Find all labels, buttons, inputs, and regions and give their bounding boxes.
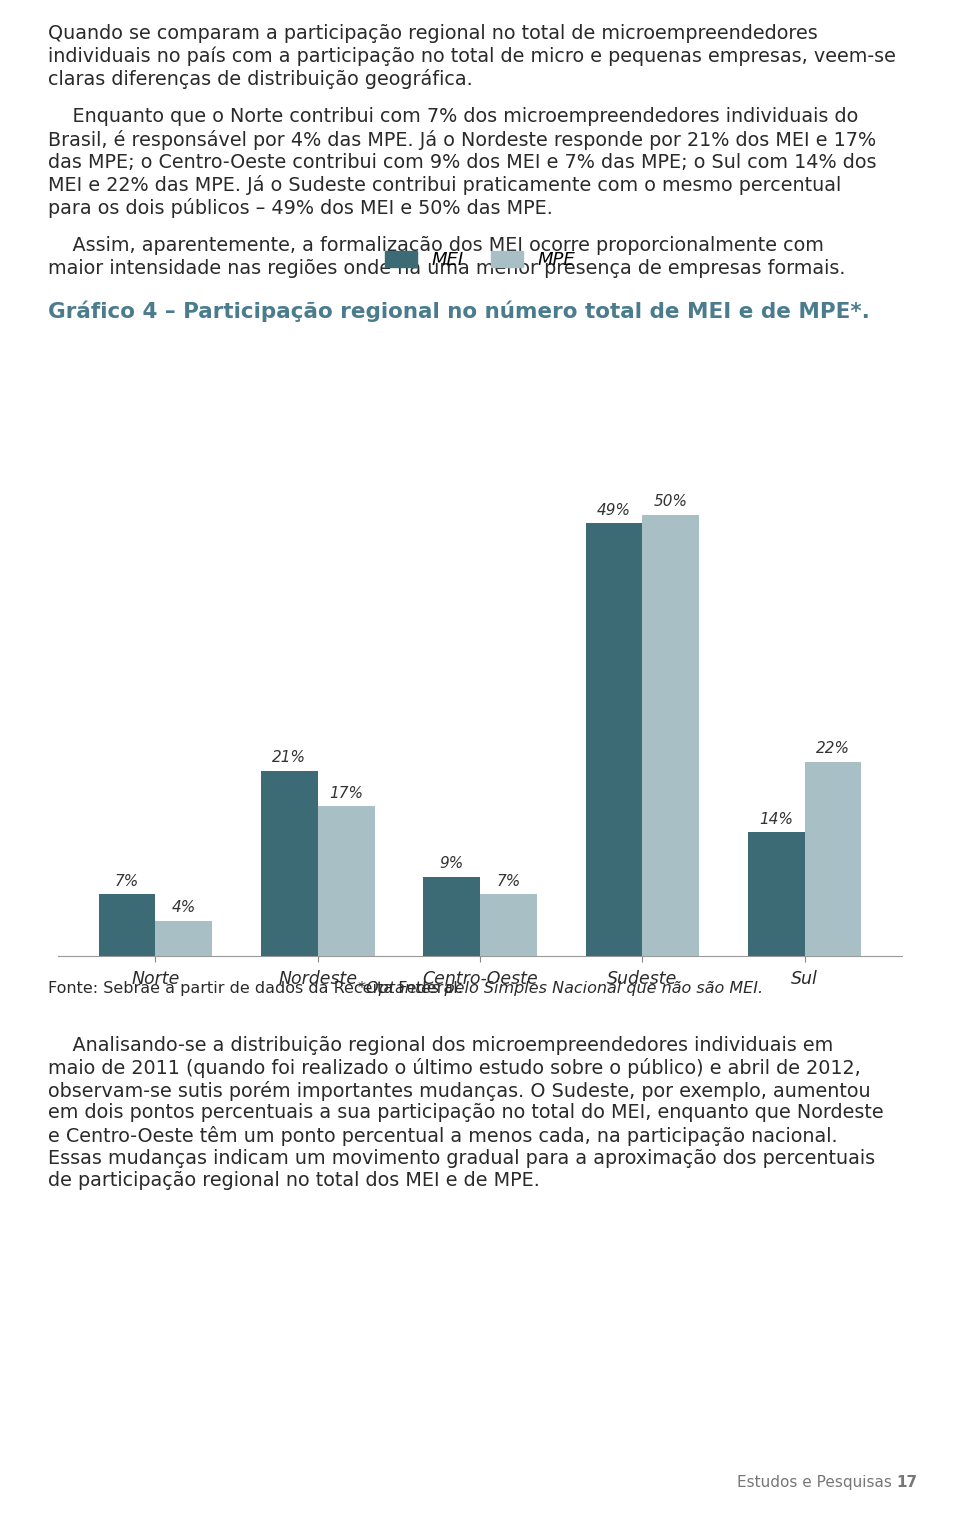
Text: 17%: 17%	[329, 785, 363, 800]
Text: Brasil, é responsável por 4% das MPE. Já o Nordeste responde por 21% dos MEI e 1: Brasil, é responsável por 4% das MPE. Já…	[48, 130, 876, 150]
Text: para os dois públicos – 49% dos MEI e 50% das MPE.: para os dois públicos – 49% dos MEI e 50…	[48, 197, 553, 217]
Text: 17: 17	[896, 1475, 917, 1490]
Text: 21%: 21%	[273, 750, 306, 766]
Text: e Centro-Oeste têm um ponto percentual a menos cada, na participação nacional.: e Centro-Oeste têm um ponto percentual a…	[48, 1126, 838, 1146]
Text: maio de 2011 (quando foi realizado o último estudo sobre o público) e abril de 2: maio de 2011 (quando foi realizado o últ…	[48, 1058, 861, 1078]
Text: Enquanto que o Norte contribui com 7% dos microempreendedores individuais do: Enquanto que o Norte contribui com 7% do…	[48, 108, 858, 126]
Text: 9%: 9%	[440, 857, 464, 872]
Text: 14%: 14%	[759, 813, 793, 828]
Text: das MPE; o Centro-Oeste contribui com 9% dos MEI e 7% das MPE; o Sul com 14% dos: das MPE; o Centro-Oeste contribui com 9%…	[48, 153, 876, 171]
Bar	[586, 523, 642, 957]
Text: Estudos e Pesquisas: Estudos e Pesquisas	[737, 1475, 892, 1490]
Text: Analisando-se a distribuição regional dos microempreendedores individuais em: Analisando-se a distribuição regional do…	[48, 1035, 833, 1055]
Bar	[261, 770, 318, 957]
Text: observam-se sutis porém importantes mudanças. O Sudeste, por exemplo, aumentou: observam-se sutis porém importantes muda…	[48, 1081, 871, 1101]
Text: Gráfico 4 – Participação regional no número total de MEI e de MPE*.: Gráfico 4 – Participação regional no núm…	[48, 302, 870, 323]
Bar	[156, 920, 212, 957]
Bar	[804, 761, 861, 957]
Text: maior intensidade nas regiões onde há uma menor presença de empresas formais.: maior intensidade nas regiões onde há um…	[48, 259, 846, 279]
Text: 50%: 50%	[654, 494, 687, 509]
Text: *Optantes pelo Simples Nacional que não são MEI.: *Optantes pelo Simples Nacional que não …	[358, 981, 763, 996]
Text: 4%: 4%	[172, 901, 196, 916]
Text: Quando se comparam a participação regional no total de microempreendedores: Quando se comparam a participação region…	[48, 24, 818, 42]
Legend: MEI, MPE: MEI, MPE	[375, 243, 585, 277]
Text: Assim, aparentemente, a formalização dos MEI ocorre proporcionalmente com: Assim, aparentemente, a formalização dos…	[48, 236, 824, 255]
Text: em dois pontos percentuais a sua participação no total do MEI, enquanto que Nord: em dois pontos percentuais a sua partici…	[48, 1104, 883, 1122]
Text: 7%: 7%	[496, 873, 520, 888]
Text: Fonte: Sebrae a partir de dados da Receita Federal.: Fonte: Sebrae a partir de dados da Recei…	[48, 981, 468, 996]
Text: claras diferenças de distribuição geográfica.: claras diferenças de distribuição geográ…	[48, 70, 472, 89]
Text: individuais no país com a participação no total de micro e pequenas empresas, ve: individuais no país com a participação n…	[48, 47, 896, 67]
Text: 22%: 22%	[816, 741, 850, 756]
Bar	[318, 807, 374, 957]
Bar	[748, 832, 804, 957]
Text: MEI e 22% das MPE. Já o Sudeste contribui praticamente com o mesmo percentual: MEI e 22% das MPE. Já o Sudeste contribu…	[48, 174, 841, 196]
Bar	[642, 514, 699, 957]
Bar	[99, 894, 156, 957]
Text: 7%: 7%	[115, 873, 139, 888]
Text: Essas mudanças indicam um movimento gradual para a aproximação dos percentuais: Essas mudanças indicam um movimento grad…	[48, 1149, 876, 1167]
Bar	[423, 876, 480, 957]
Bar	[480, 894, 537, 957]
Text: de participação regional no total dos MEI e de MPE.: de participação regional no total dos ME…	[48, 1170, 540, 1190]
Text: 49%: 49%	[597, 503, 631, 518]
